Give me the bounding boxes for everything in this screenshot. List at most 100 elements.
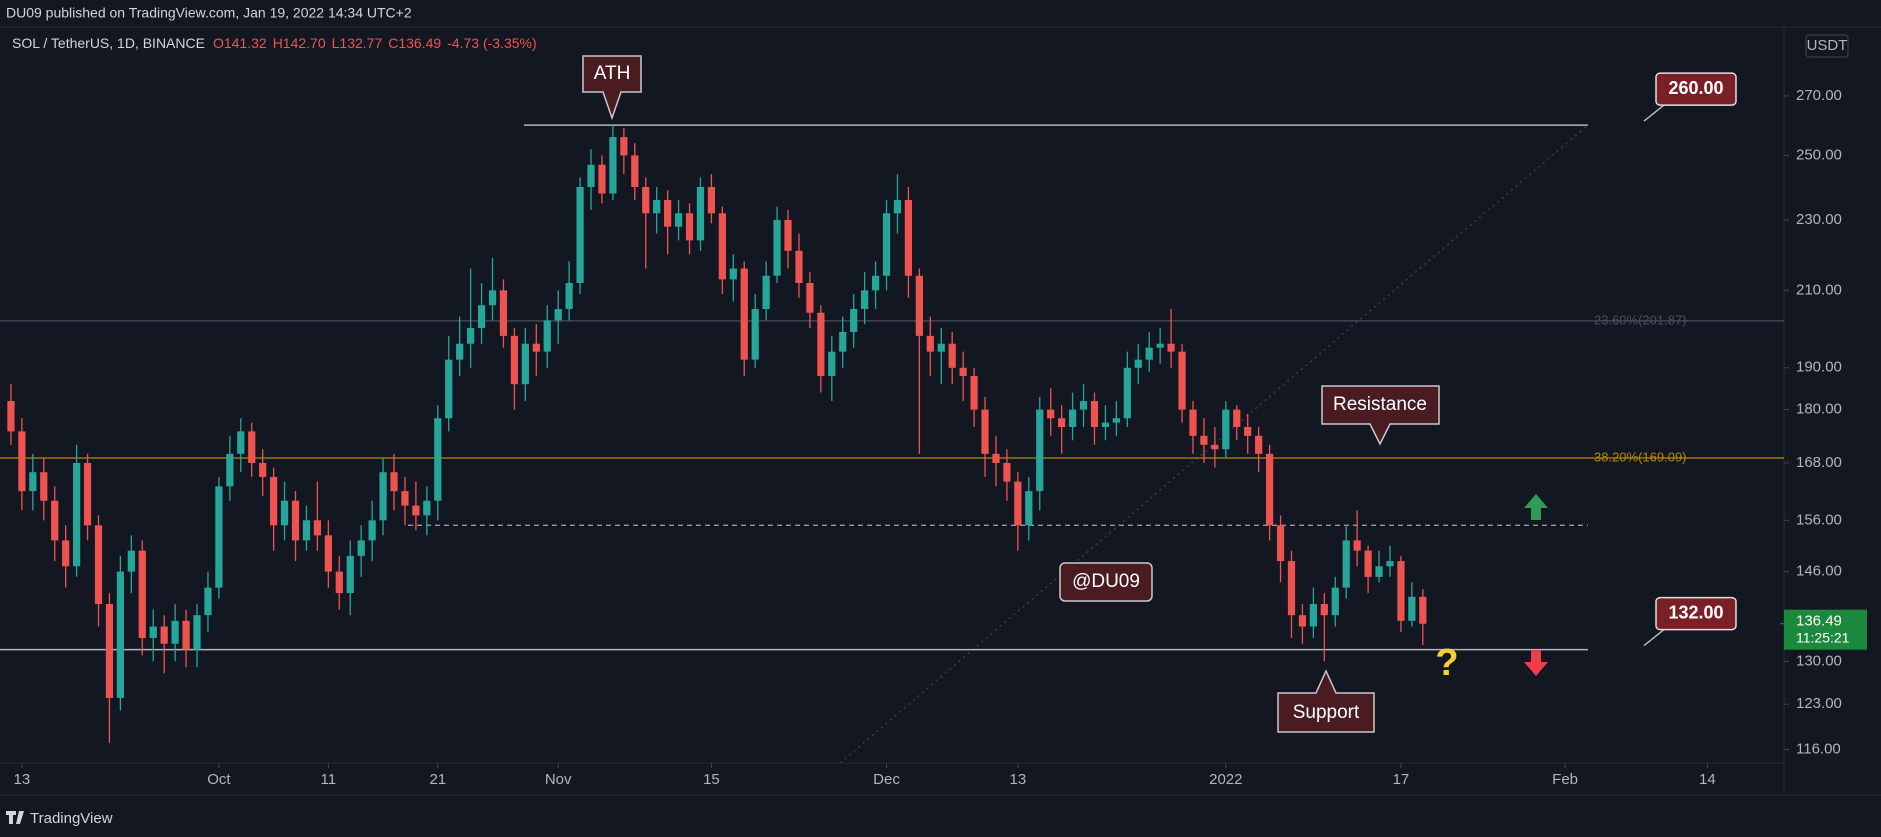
up-arrow xyxy=(1524,494,1548,520)
level-label: 260.00 xyxy=(1668,78,1723,98)
candle-body xyxy=(1419,596,1427,624)
candle-body xyxy=(543,320,551,352)
y-tick-label: 123.00 xyxy=(1796,695,1842,712)
candle-body xyxy=(324,535,332,572)
candle-body xyxy=(1167,343,1175,352)
x-tick-label: 11 xyxy=(321,771,337,788)
candle-body xyxy=(1014,481,1022,526)
candle-body xyxy=(937,343,945,352)
y-tick-label: 210.00 xyxy=(1796,281,1842,298)
candle-body xyxy=(609,137,617,194)
publisher: DU09 published on TradingView.com, Jan 1… xyxy=(6,5,412,21)
y-tick-label: 156.00 xyxy=(1796,511,1842,528)
candle-body xyxy=(718,213,726,280)
candle-body xyxy=(18,431,26,492)
candle-body xyxy=(62,540,70,567)
candle-body xyxy=(959,367,967,376)
watermark-callout: @DU09 xyxy=(1059,562,1153,602)
candle-body xyxy=(915,275,923,336)
candle-body xyxy=(1364,550,1372,577)
y-tick-label: 146.00 xyxy=(1796,563,1842,580)
candle-body xyxy=(149,626,157,638)
candle-body xyxy=(554,308,562,321)
candle-body xyxy=(1265,453,1274,526)
candle-body xyxy=(171,620,179,644)
currency-label: USDT xyxy=(1807,37,1848,54)
candle-body xyxy=(434,418,442,501)
candle-body xyxy=(904,200,913,276)
question-mark: ? xyxy=(1435,642,1458,684)
candle-body xyxy=(1331,587,1339,616)
level-label: 132.00 xyxy=(1668,602,1723,622)
candle-body xyxy=(653,200,661,214)
candle-body xyxy=(73,462,81,567)
candle-body xyxy=(565,282,573,309)
candle-body xyxy=(981,409,989,454)
symbol-summary: SOL / TetherUS, 1D, BINANCE O141.32 H142.7… xyxy=(12,35,537,51)
candle-body xyxy=(1101,422,1110,427)
candle-body xyxy=(456,343,464,360)
candle-body xyxy=(784,219,792,251)
last-price-box xyxy=(1784,609,1867,650)
candle-body xyxy=(368,520,376,541)
candle-body xyxy=(29,472,37,492)
candle-body xyxy=(1353,540,1361,551)
candle-body xyxy=(401,491,409,506)
x-tick-label: Oct xyxy=(207,771,231,788)
y-tick-label: 180.00 xyxy=(1796,401,1842,418)
candle-body xyxy=(1145,347,1153,360)
candle-body xyxy=(696,187,705,241)
candle-body xyxy=(423,500,431,516)
candle-body xyxy=(1287,561,1296,616)
candle-body xyxy=(1309,604,1317,627)
candle-body xyxy=(1047,409,1055,419)
y-tick-label: 116.00 xyxy=(1796,741,1841,758)
candle-body xyxy=(806,282,814,313)
candle-body xyxy=(871,275,880,291)
candle-body xyxy=(51,500,59,541)
candle-body xyxy=(839,331,847,352)
support-callout: Support xyxy=(1277,669,1375,733)
candle-body xyxy=(861,290,869,309)
brand-logo xyxy=(6,811,24,824)
level-box xyxy=(1655,72,1737,106)
candle-body xyxy=(116,571,125,698)
callout-shape xyxy=(582,55,642,121)
y-tick-label: 190.00 xyxy=(1796,359,1842,376)
candle-body xyxy=(970,375,978,410)
candle-body xyxy=(664,200,672,227)
candle-body xyxy=(521,343,529,385)
x-tick-label: 13 xyxy=(1010,771,1027,788)
candle-body xyxy=(587,164,595,188)
candle-body xyxy=(1189,409,1197,436)
candle-body xyxy=(1408,596,1416,621)
candle-body xyxy=(445,359,453,419)
candle-body xyxy=(1134,359,1142,368)
candle-body xyxy=(1397,561,1405,621)
fib-label: 38.20%(169.09) xyxy=(1594,449,1687,464)
symbol: SOL / TetherUS, 1D, BINANCE xyxy=(12,35,205,51)
candle-body xyxy=(707,187,716,214)
brand: TradingView xyxy=(30,810,113,827)
low-summary: L132.77 xyxy=(332,35,383,51)
candle-body xyxy=(127,550,135,572)
x-tick-label: 21 xyxy=(429,771,446,788)
candle-body xyxy=(1211,444,1219,450)
currency: USDT xyxy=(1805,34,1849,58)
level-box xyxy=(1655,596,1737,631)
candle-body xyxy=(499,290,508,336)
candle-body xyxy=(105,604,114,698)
y-tick-label: 168.00 xyxy=(1796,454,1842,471)
candle-body xyxy=(631,155,639,188)
candle-body xyxy=(313,520,322,536)
candle-body xyxy=(926,335,934,352)
candle-body xyxy=(237,431,245,454)
change-summary: -4.73 (-3.35%) xyxy=(447,35,536,51)
candle-body xyxy=(488,290,497,306)
candle-body xyxy=(773,219,781,276)
level-pointer xyxy=(1643,104,1665,122)
candle-body xyxy=(1156,343,1164,348)
